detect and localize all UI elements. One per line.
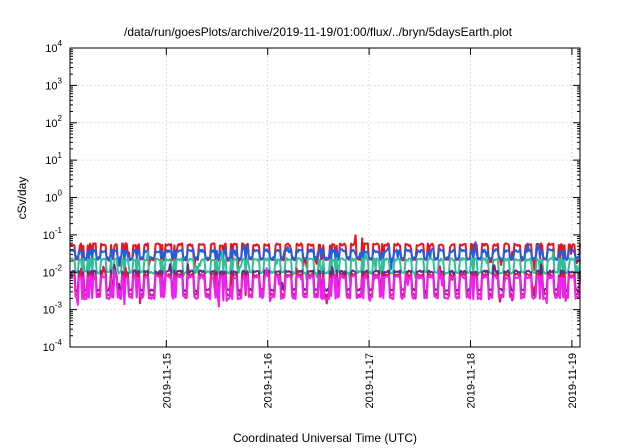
x-tick-label: 2019-11-16 xyxy=(263,353,275,408)
y-tick-label: 10-1 xyxy=(43,226,63,242)
grid-lines xyxy=(70,48,580,347)
y-tick-label: 103 xyxy=(45,76,62,92)
y-tick-label: 100 xyxy=(45,189,62,205)
y-tick-label: 10-2 xyxy=(43,263,63,279)
series-line-2 xyxy=(69,241,581,271)
x-tick-label: 2019-11-17 xyxy=(364,353,376,408)
y-tick-label: 104 xyxy=(45,39,62,55)
axis-ticks: 10-4 10-3 10-2 10-1 100 101 102 103 104 2019-11-1… xyxy=(43,39,580,408)
x-tick-label: 2019-11-18 xyxy=(465,353,477,408)
series-line-3 xyxy=(70,250,581,283)
chart-title: /data/run/goesPlots/archive/2019-11-19/0… xyxy=(124,25,513,39)
y-axis-label: cSv/day xyxy=(15,177,29,220)
x-axis-label: Coordinated Universal Time (UTC) xyxy=(233,431,417,445)
y-tick-label: 10-4 xyxy=(43,338,63,354)
x-tick-label: 2019-11-15 xyxy=(161,353,173,408)
y-tick-label: 101 xyxy=(45,151,62,167)
x-tick-label: 2019-11-19 xyxy=(567,353,579,408)
y-tick-label: 10-3 xyxy=(43,301,63,317)
y-tick-label: 102 xyxy=(45,114,62,130)
series-lines xyxy=(69,234,581,308)
series-line-6 xyxy=(69,267,581,308)
